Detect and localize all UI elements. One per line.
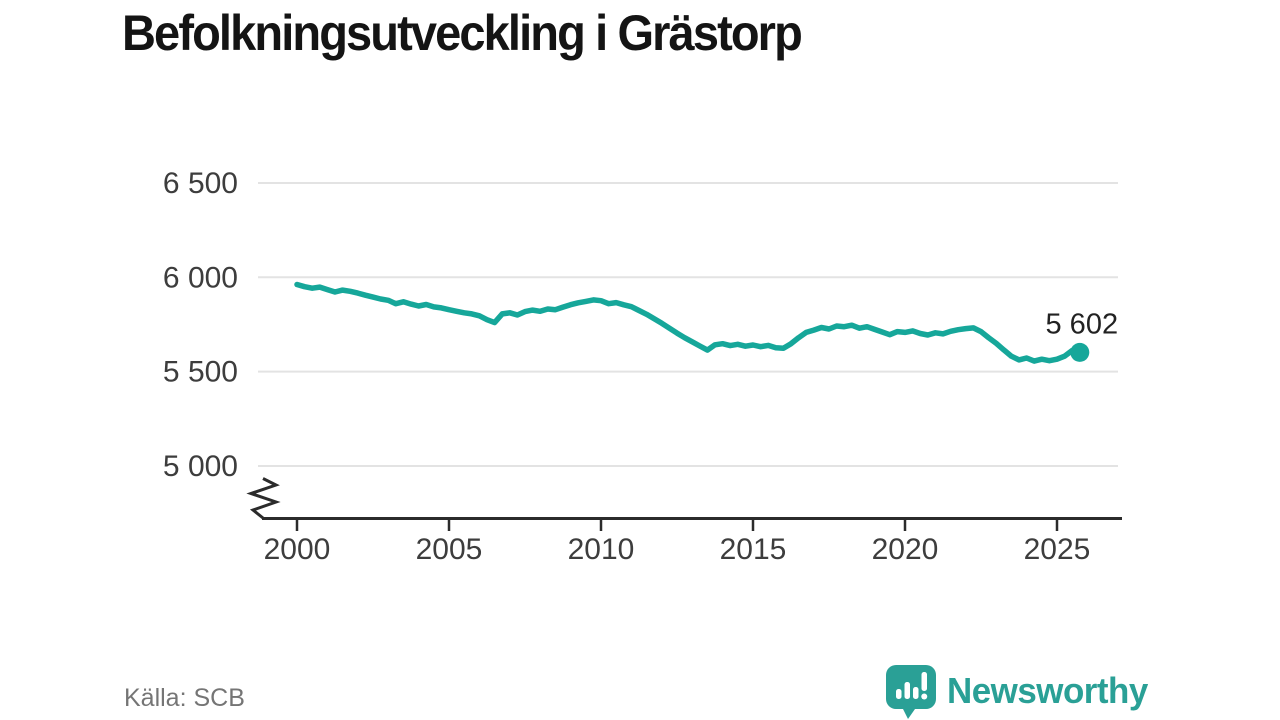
x-tick-label: 2005 [416,533,483,566]
x-tick-label: 2015 [720,533,787,566]
source-note: Källa: SCB [124,684,245,712]
page-title: Befolkningsutveckling i Grästorp [122,5,803,61]
latest-value-dot [1070,342,1090,362]
x-axis-ticks [295,519,1059,531]
y-tick-label: 6 000 [163,261,238,294]
y-tick-label: 5 000 [163,450,238,483]
x-tick-label: 2025 [1024,533,1091,566]
population-line [294,281,1083,364]
latest-value-label: 5 602 [1046,308,1119,340]
y-tick-label: 5 500 [163,356,238,389]
y-tick-label: 6 500 [163,167,238,200]
gridlines [258,182,1118,467]
x-tick-label: 2010 [568,533,635,566]
x-axis-tick-labels: 2000 2005 2010 2015 2020 2025 [264,533,1091,566]
newsworthy-logo: Newsworthy [884,663,1154,719]
newsworthy-speech-bubble-chart-icon [885,665,936,719]
brand-name: Newsworthy [946,670,1148,711]
y-axis-tick-labels: 6 500 6 000 5 500 5 000 [163,167,238,483]
x-tick-label: 2000 [264,533,331,566]
x-tick-label: 2020 [872,533,939,566]
y-axis-break-icon [246,477,281,520]
